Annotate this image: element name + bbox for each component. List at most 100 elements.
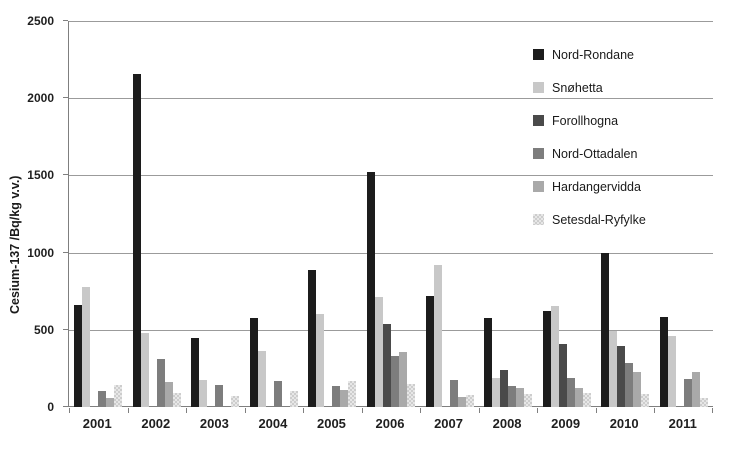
x-tick	[303, 408, 305, 413]
bar-forollhogna	[382, 323, 391, 407]
bar-hardangervidda	[457, 396, 466, 407]
bar-setesdal-ryfylke	[231, 396, 240, 407]
x-tick	[244, 408, 246, 413]
y-tick-label: 1500	[27, 168, 54, 183]
bar-hardangervidda	[691, 371, 700, 407]
bar-snohetta	[550, 305, 559, 407]
legend-swatch-setesdal-ryfylke	[533, 214, 544, 225]
legend-item-forollhogna: Forollhogna	[533, 104, 646, 137]
y-tick-label: 1000	[27, 245, 54, 260]
bar-snohetta	[667, 335, 676, 407]
bar-nord-rondane	[659, 316, 668, 407]
bar-group-2010	[596, 21, 655, 407]
bar-nord-ottadalen	[508, 386, 517, 407]
bar-nord-rondane	[366, 171, 375, 407]
bar-snohetta	[492, 377, 501, 407]
bar-group-2003	[186, 21, 245, 407]
legend-item-snohetta: Snøhetta	[533, 71, 646, 104]
x-tick-label-2001: 2001	[82, 416, 112, 431]
bar-nord-ottadalen	[156, 359, 165, 407]
x-tick-label-2008: 2008	[492, 416, 522, 431]
legend-swatch-forollhogna	[533, 115, 544, 126]
y-tick-label: 2000	[27, 91, 54, 106]
legend-label-forollhogna: Forollhogna	[552, 113, 619, 128]
bar-setesdal-ryfylke	[699, 397, 708, 407]
bar-group-2001	[69, 21, 128, 407]
bar-nord-rondane	[425, 295, 434, 407]
bar-hardangervidda	[340, 390, 349, 407]
bar-snohetta	[199, 379, 208, 407]
bar-group-2008	[479, 21, 538, 407]
bar-forollhogna	[617, 346, 626, 407]
bar-hardangervidda	[574, 387, 583, 407]
bar-group-2002	[128, 21, 187, 407]
bar-snohetta	[433, 264, 442, 407]
x-tick	[537, 408, 539, 413]
y-tick-1000	[63, 251, 68, 253]
bar-setesdal-ryfylke	[465, 395, 474, 407]
legend-item-setesdal-ryfylke: Setesdal-Ryfylke	[533, 203, 646, 236]
bar-nord-rondane	[74, 305, 83, 407]
x-tick	[127, 408, 129, 413]
bar-snohetta	[609, 331, 618, 407]
x-tick	[712, 408, 713, 413]
gridline-1000	[69, 252, 713, 254]
x-tick-label-2010: 2010	[609, 416, 639, 431]
x-tick-label-2002: 2002	[141, 416, 171, 431]
bar-nord-rondane	[308, 269, 317, 407]
gridline-2000	[69, 98, 713, 100]
bar-forollhogna	[500, 369, 509, 407]
bar-snohetta	[374, 297, 383, 407]
bar-nord-ottadalen	[625, 363, 634, 407]
x-tick-label-2004: 2004	[258, 416, 288, 431]
bar-setesdal-ryfylke	[172, 393, 181, 407]
legend: Nord-Rondane Snøhetta Forollhogna Nord-Otta…	[533, 38, 646, 236]
bar-snohetta	[82, 287, 91, 407]
bar-hardangervidda	[516, 388, 525, 407]
bar-nord-ottadalen	[566, 378, 575, 407]
plot-area	[63, 20, 713, 413]
bar-nord-rondane	[132, 73, 141, 407]
bar-nord-rondane	[191, 337, 200, 407]
legend-item-hardangervidda: Hardangervidda	[533, 170, 646, 203]
x-tick-label-2007: 2007	[434, 416, 463, 431]
y-tick-2500	[63, 20, 68, 21]
legend-swatch-hardangervidda	[533, 181, 544, 192]
bar-group-2009	[537, 21, 596, 407]
x-tick	[420, 408, 422, 413]
bar-setesdal-ryfylke	[289, 390, 298, 407]
legend-item-nord-rondane: Nord-Rondane	[533, 38, 646, 71]
bar-nord-ottadalen	[215, 385, 224, 407]
legend-label-nord-rondane: Nord-Rondane	[552, 47, 634, 62]
y-tick-label: 500	[33, 322, 54, 337]
x-tick	[478, 408, 480, 413]
legend-swatch-nord-rondane	[533, 49, 544, 60]
x-tick-label-2003: 2003	[199, 416, 229, 431]
bar-setesdal-ryfylke	[406, 383, 415, 407]
bar-nord-ottadalen	[98, 390, 107, 407]
legend-label-hardangervidda: Hardangervidda	[552, 179, 641, 194]
bar-group-2004	[245, 21, 304, 407]
x-tick	[69, 408, 70, 413]
x-tick-label-2011: 2011	[668, 416, 697, 431]
bar-nord-rondane	[249, 318, 258, 407]
legend-label-setesdal-ryfylke: Setesdal-Ryfylke	[552, 212, 646, 227]
x-tick	[654, 408, 656, 413]
y-tick-label: 2500	[27, 14, 54, 28]
x-tick	[186, 408, 188, 413]
bar-setesdal-ryfylke	[524, 393, 533, 407]
bar-nord-ottadalen	[683, 379, 692, 407]
bar-group-2006	[362, 21, 421, 407]
x-tick-label-2005: 2005	[316, 416, 346, 431]
y-tick-2000	[63, 97, 68, 99]
x-tick	[595, 408, 597, 413]
gridline-2500	[69, 21, 713, 22]
y-tick-label: 0	[47, 400, 54, 414]
bar-forollhogna	[558, 343, 567, 407]
bar-nord-rondane	[542, 311, 551, 407]
legend-swatch-snohetta	[533, 82, 544, 93]
bar-setesdal-ryfylke	[114, 385, 123, 407]
bar-hardangervidda	[164, 382, 173, 407]
bar-group-2005	[303, 21, 362, 407]
